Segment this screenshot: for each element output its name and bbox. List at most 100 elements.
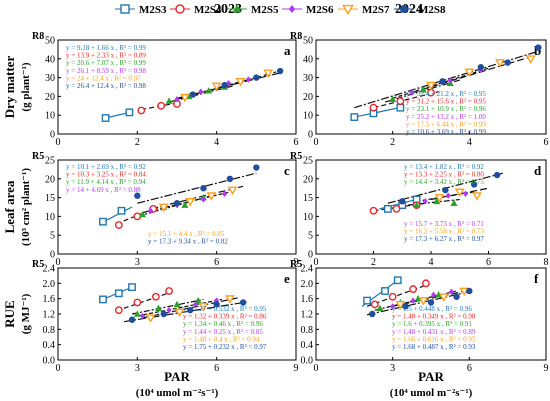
legend-label-m2s7: M2S7 [362, 4, 390, 16]
point-m2s7 [235, 77, 246, 87]
plot-frame [57, 39, 297, 135]
point-m2s7 [418, 297, 429, 306]
point-m2s8 [221, 81, 228, 89]
point-m2s8 [187, 306, 194, 314]
equation-m2s8: y = 17.3 + 6.27 x , R² = 0.97 [404, 235, 484, 243]
y-tick-label: 50 [303, 36, 313, 47]
fit-line-m2s3 [105, 111, 130, 119]
y-tick-label: 30 [45, 73, 55, 84]
x-axis-title-left: PAR [164, 369, 190, 384]
point-m2s8 [453, 293, 460, 300]
point-m2s8 [173, 200, 181, 207]
legend-marker-m2s7 [342, 4, 354, 16]
point-m2s8 [470, 181, 478, 188]
x-tick-label: 8 [544, 257, 549, 268]
y-tick-label: 1.2 [43, 310, 56, 321]
point-m2s6 [445, 192, 451, 199]
y-tick-label: 15 [303, 193, 313, 204]
fit-line-m2s4 [115, 292, 170, 312]
point-m2s7 [185, 197, 196, 207]
y-tick-label: 5 [50, 231, 55, 242]
x-axis-title-right: PAR [418, 369, 444, 384]
point-m2s3 [381, 287, 389, 295]
stage-label: R5 [32, 151, 44, 162]
row-ylabel: RUE [2, 300, 17, 327]
x-tick-label: 0 [314, 257, 319, 268]
row-yunit: (g plant⁻¹) [20, 62, 32, 111]
y-tick-label: 0.4 [43, 340, 56, 351]
point-m2s3 [363, 296, 372, 305]
point-m2s4 [369, 206, 378, 215]
point-m2s8 [399, 198, 406, 205]
point-m2s4 [388, 292, 397, 301]
equation-m2s5: y = 14.4 + 3.42 x , R² = 0.75 [404, 178, 484, 186]
point-m2s6 [222, 190, 228, 198]
y-tick-label: 15 [45, 193, 55, 204]
point-m2s8 [466, 287, 473, 295]
fit-line-m2s3 [102, 206, 133, 223]
equation-m2s7: y = 15.1 + 4.4 x , R² = 0.85 [148, 230, 225, 238]
legend-label-m2s8: M2S8 [418, 4, 446, 16]
point-m2s7 [395, 300, 406, 310]
plot-frame [57, 159, 297, 255]
y-tick-label: 1.6 [43, 294, 56, 305]
row-ylabel: Leaf area [2, 180, 17, 233]
point-m2s6 [140, 312, 146, 320]
x-tick-label: 4 [467, 137, 472, 148]
point-m2s4 [151, 292, 160, 301]
point-m2s5 [133, 310, 141, 317]
fit-line-m2s7 [142, 297, 238, 319]
point-m2s8 [189, 91, 197, 98]
y-tick-label: 40 [303, 54, 313, 65]
point-m2s5 [165, 97, 173, 104]
y-tick-label: 0 [50, 250, 55, 261]
y-tick-label: 2.4 [43, 264, 56, 275]
point-m2s8 [276, 67, 284, 75]
panel-letter: d [534, 163, 542, 178]
panel-b: 024601020304050R8by = 32.4 + 21.2 x , R²… [290, 31, 549, 148]
point-m2s6 [166, 306, 172, 314]
equation-m2s8: y = 17.3 + 9.34 x , R² = 0.82 [148, 238, 228, 246]
y-tick-label: 0 [308, 250, 313, 261]
y-tick-label: 40 [45, 54, 55, 65]
row-yunit: (10³ cm² plant⁻¹) [20, 168, 32, 246]
point-m2s6 [448, 288, 455, 295]
point-m2s6 [422, 198, 428, 205]
y-tick-label: 0.0 [301, 356, 314, 367]
y-tick-label: 20 [303, 174, 313, 185]
equation-m2s5: y = 11.9 + 4.14 x , R² = 0.94 [66, 178, 146, 186]
equation-m2s6: y = 15.7 + 3.73 x , R² = 0.71 [404, 220, 484, 228]
x-tick-label: 6 [544, 137, 549, 148]
plot-frame [315, 39, 547, 135]
equation-m2s8: y = 1.75 + 0.232 x , R² = 0.97 [183, 343, 267, 351]
point-m2s4 [137, 106, 146, 115]
point-m2s3 [114, 289, 123, 298]
y-tick-label: 0 [308, 130, 313, 141]
point-m2s8 [369, 310, 376, 318]
point-m2s4 [396, 97, 405, 106]
x-tick-label: 6 [294, 137, 299, 148]
point-m2s7 [525, 55, 536, 64]
point-m2s5 [154, 304, 163, 311]
fit-line-m2s5 [137, 195, 212, 217]
equation-m2s4: y = 31.2 + 15.6 x , R² = 0.95 [406, 98, 486, 106]
panel-letter: c [284, 163, 290, 178]
point-m2s7 [464, 68, 475, 78]
point-m2s8 [493, 171, 501, 179]
point-m2s8 [239, 299, 247, 306]
point-m2s4 [114, 221, 123, 229]
fit-line-m2s5 [131, 298, 204, 315]
point-m2s6 [447, 77, 453, 84]
legend: M2S3 M2S4 M2S5 M2S6 M2S7 M2S8 [115, 4, 446, 16]
point-m2s4 [370, 300, 379, 309]
point-m2s5 [413, 201, 421, 208]
point-m2s6 [245, 76, 251, 83]
legend-label-m2s3: M2S3 [139, 4, 167, 16]
y-tick-label: 2.4 [301, 264, 314, 275]
point-m2s3 [117, 206, 126, 215]
point-m2s3 [128, 283, 136, 292]
point-m2s7 [206, 192, 217, 201]
